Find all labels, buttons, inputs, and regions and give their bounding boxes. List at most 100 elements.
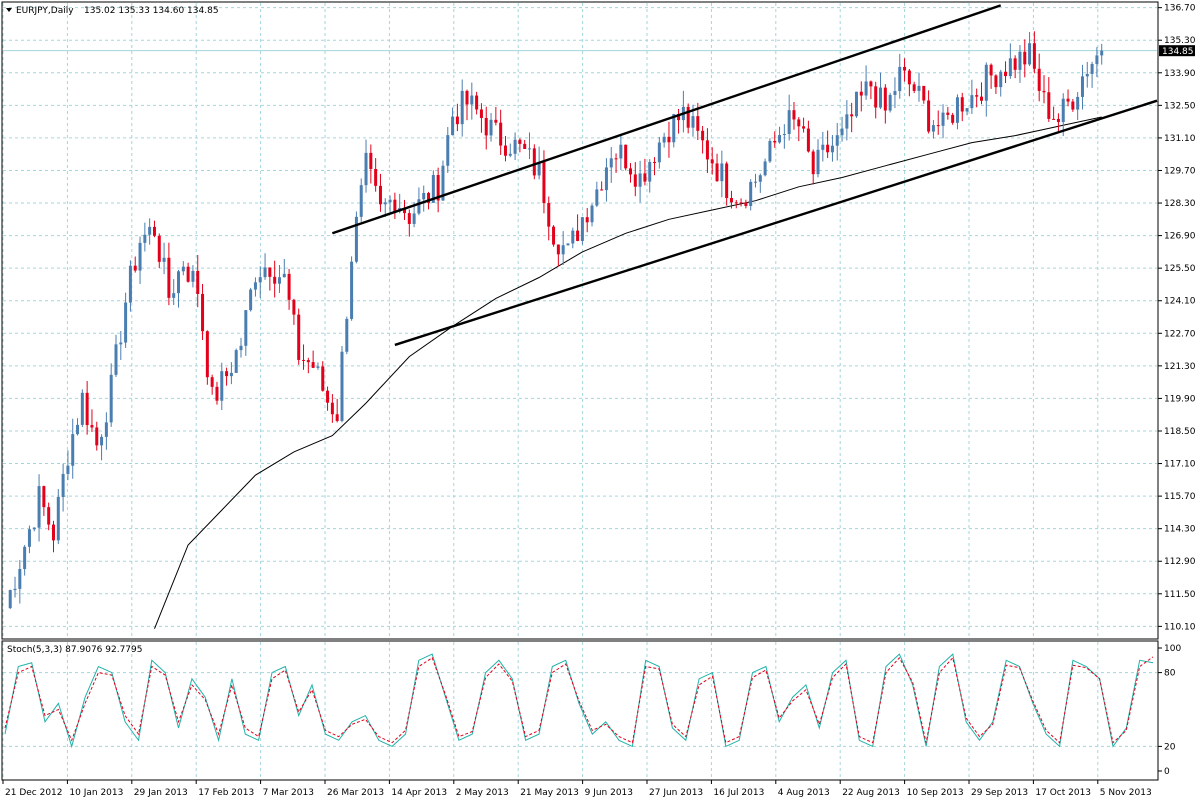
candle-body	[773, 140, 777, 143]
candle-body	[523, 143, 527, 149]
x-tick-label: 27 Jun 2013	[649, 788, 703, 798]
candle-body	[393, 199, 397, 212]
candle-body	[215, 386, 219, 401]
candle-body	[686, 106, 690, 128]
candle-body	[441, 165, 445, 201]
candle-body	[619, 144, 623, 159]
candle-body	[494, 119, 498, 123]
y-tick-label: 129.70	[1164, 166, 1196, 176]
candle-body	[378, 185, 382, 205]
candle-body	[152, 226, 156, 236]
candle-body	[475, 95, 479, 110]
candle-body	[705, 140, 709, 160]
candle-body	[758, 175, 762, 182]
candle-body	[167, 257, 171, 298]
candle-body	[407, 213, 411, 224]
x-tick-label: 21 May 2013	[520, 788, 579, 798]
x-tick-label: 29 Sep 2013	[971, 788, 1028, 798]
candle-body	[806, 128, 810, 152]
candle-body	[244, 310, 248, 346]
candle-body	[614, 158, 618, 160]
candle-body	[455, 116, 459, 125]
candle-body	[720, 163, 724, 182]
y-tick-label: 115.70	[1164, 492, 1196, 502]
candle-body	[27, 529, 31, 547]
candle-body	[927, 100, 931, 132]
ma-line	[154, 116, 1102, 629]
candle-body	[350, 261, 354, 319]
candle-body	[1076, 96, 1080, 110]
dropdown-triangle-icon[interactable]	[6, 8, 12, 12]
y-tick-label: 114.30	[1164, 525, 1196, 535]
candle-body	[71, 434, 75, 466]
stoch-label: Stoch(5,3,3) 87.9076 92.7795	[7, 645, 142, 655]
candle-body	[532, 148, 536, 176]
candle-body	[691, 116, 695, 128]
candle-body	[273, 276, 277, 284]
candle-body	[604, 167, 608, 191]
y-tick-label: 132.50	[1164, 101, 1196, 111]
stoch-y-tick-label: 80	[1164, 669, 1176, 679]
candle-body	[249, 289, 253, 311]
candle-body	[470, 95, 474, 105]
candle-body	[1071, 101, 1075, 110]
x-tick-label: 26 Mar 2013	[327, 788, 384, 798]
candle-body	[345, 318, 349, 352]
trendline[interactable]	[394, 99, 1158, 347]
candle-body	[335, 414, 339, 421]
candle-body	[677, 114, 681, 121]
candle-body	[734, 202, 738, 204]
candle-body	[119, 342, 123, 345]
candle-body	[556, 244, 560, 255]
candle-body	[1018, 51, 1022, 70]
candle-body	[460, 90, 464, 125]
x-tick-label: 4 Aug 2013	[778, 788, 830, 798]
candle-body	[148, 226, 152, 235]
trendline[interactable]	[331, 4, 1002, 235]
stoch-panel-frame	[1, 640, 1159, 781]
x-tick-label: 10 Jan 2013	[69, 788, 123, 798]
candle-body	[66, 465, 70, 474]
candle-body	[768, 140, 772, 162]
candle-body	[37, 486, 41, 528]
price-panel-frame	[1, 1, 1159, 640]
candle-body	[657, 142, 661, 163]
candle-body	[181, 266, 185, 272]
candle-body	[859, 91, 863, 96]
y-tick-label: 118.50	[1164, 427, 1196, 437]
candle-body	[268, 267, 272, 277]
candle-body	[1066, 98, 1070, 102]
candle-body	[359, 185, 363, 217]
symbol-label: EURJPY,Daily	[16, 6, 74, 16]
x-tick-label: 21 Dec 2012	[5, 788, 63, 798]
candle-body	[374, 168, 378, 186]
y-tick-label: 135.30	[1164, 36, 1196, 46]
candle-body	[18, 568, 22, 589]
candle-body	[369, 152, 373, 169]
candle-body	[1032, 43, 1036, 69]
candle-body	[326, 390, 330, 403]
candle-body	[835, 135, 839, 146]
candle-body	[811, 151, 815, 175]
candle-body	[1004, 71, 1008, 77]
x-tick-label: 5 Nov 2013	[1100, 788, 1152, 798]
candle-body	[749, 181, 753, 206]
candle-body	[1080, 76, 1084, 97]
stoch-y-tick-label: 20	[1164, 742, 1176, 752]
candle-body	[883, 87, 887, 111]
candle-body	[1037, 68, 1041, 91]
candle-body	[576, 230, 580, 241]
candle-body	[1052, 118, 1056, 120]
candle-body	[571, 230, 575, 244]
candle-body	[936, 125, 940, 127]
candle-body	[590, 205, 594, 223]
candle-body	[633, 174, 637, 187]
x-tick-label: 16 Jul 2013	[713, 788, 764, 798]
candle-body	[484, 117, 488, 136]
candle-body	[854, 91, 858, 117]
x-tick-label: 17 Feb 2013	[198, 788, 254, 798]
candle-body	[1090, 63, 1094, 74]
candle-body	[157, 235, 161, 262]
y-tick-label: 119.90	[1164, 394, 1196, 404]
ohlc-values: 135.02 135.33 134.60 134.85	[84, 6, 219, 16]
